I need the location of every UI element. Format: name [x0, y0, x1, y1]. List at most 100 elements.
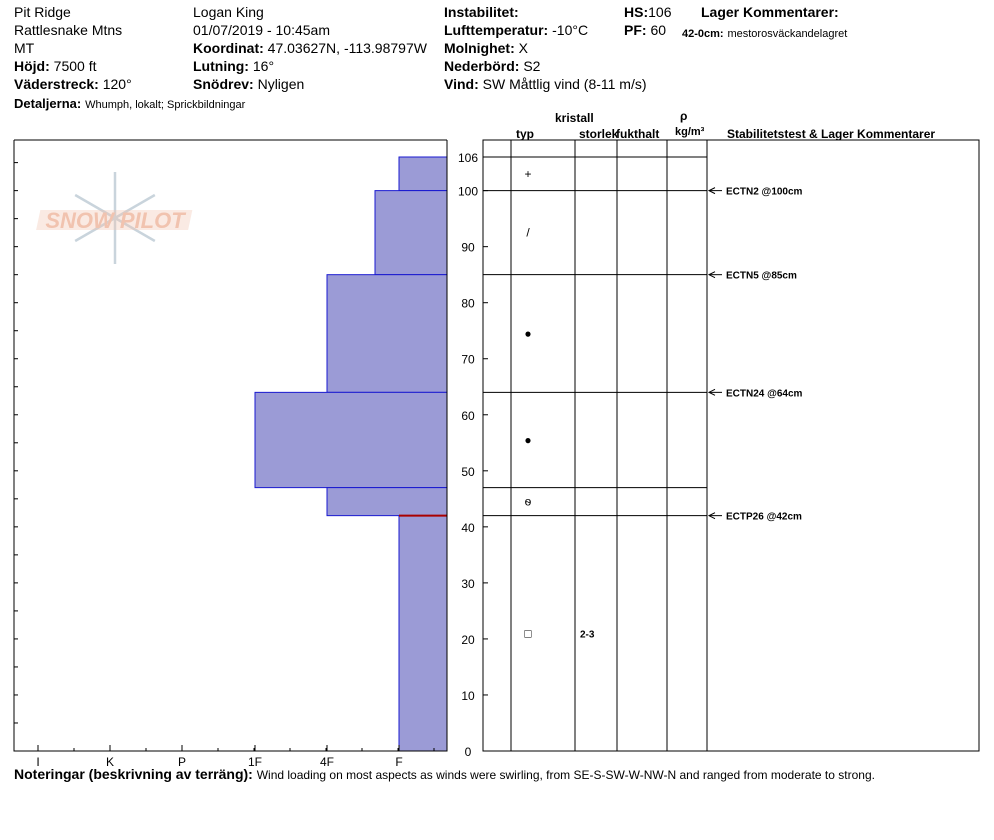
wind-label: Vind:: [444, 76, 479, 92]
airtemp-label: Lufttemperatur:: [444, 22, 549, 38]
mountain-range: Rattlesnake Mtns: [14, 22, 123, 38]
grain-type-symbol: □: [524, 626, 531, 640]
grain-type-symbol: ѳ: [525, 495, 532, 509]
stability-header: Stabilitetstest & Lager Kommentarer: [727, 127, 936, 141]
depth-tick-label: 20: [461, 633, 475, 647]
state: MT: [14, 40, 35, 56]
hardness-tick-label: P: [178, 755, 186, 769]
cloud-value: X: [518, 40, 528, 56]
crystal-header: kristall: [555, 111, 594, 125]
details-label: Detaljerna:: [14, 96, 82, 111]
depth-tick-label: 70: [461, 353, 475, 367]
size-header: storlek: [579, 127, 617, 141]
slope-label: Lutning:: [193, 58, 249, 74]
precip-label: Nederbörd:: [444, 58, 520, 74]
logo-text: SNOW PILOT: [45, 208, 186, 233]
elevation-value: 7500 ft: [53, 58, 97, 74]
depth-tick-label: 60: [461, 409, 475, 423]
notes-label: Noteringar (beskrivning av terräng):: [14, 766, 253, 782]
depth-tick-label: 80: [461, 297, 475, 311]
snow-height: HS:106: [624, 4, 671, 20]
penetration: PF: 60: [624, 22, 666, 38]
pf-value: 60: [650, 22, 667, 38]
depth-tick-label: 30: [461, 577, 475, 591]
rho-header: ρ: [680, 109, 688, 123]
snowdrift: Snödrev: Nyligen: [193, 76, 304, 92]
details: Detaljerna: Whumph, lokalt; Sprickbildni…: [14, 95, 245, 113]
layer-comment-text: mestorosväckandelagret: [727, 28, 848, 40]
hardness-bar: [398, 156, 448, 192]
hs-label: HS:: [624, 4, 649, 20]
coord-label: Koordinat:: [193, 40, 264, 56]
stability-test-arrowhead: [707, 388, 716, 396]
coord-value: 47.03627N, -113.98797W: [267, 40, 427, 56]
layer-comments-label: Lager Kommentarer:: [701, 4, 839, 20]
pf-label: PF:: [624, 22, 647, 38]
hardness-tick-label: F: [395, 755, 402, 769]
observer: Logan King: [193, 4, 264, 20]
aspect-value: 120°: [102, 76, 132, 92]
stability-test-label: ECTN24 @64cm: [726, 388, 803, 399]
hardness-bar: [398, 515, 448, 752]
hardness-tick-label: I: [36, 755, 39, 769]
slope: Lutning: 16°: [193, 58, 274, 74]
grain-type-symbol: ●: [524, 327, 531, 341]
stability-test-arrowhead: [707, 187, 716, 195]
layer-comment-depth: 42-0cm:: [682, 28, 724, 40]
details-value: Whumph, lokalt; Sprickbildningar: [85, 99, 246, 111]
depth-tick-label: 10: [461, 689, 475, 703]
depth-tick-label: 90: [461, 241, 475, 255]
flake-arm: [74, 216, 116, 243]
grain-size-label: 2-3: [580, 629, 595, 640]
hardness-bar: [254, 391, 448, 489]
table-frame: [482, 139, 980, 752]
hardness-bar: [374, 190, 448, 276]
type-header: typ: [516, 127, 534, 141]
coordinates: Koordinat: 47.03627N, -113.98797W: [193, 40, 427, 56]
snowdrift-label: Snödrev:: [193, 76, 254, 92]
notes-text: Wind loading on most aspects as winds we…: [256, 768, 875, 782]
location-name: Pit Ridge: [14, 4, 71, 20]
precipitation: Nederbörd: S2: [444, 58, 540, 74]
grain-type-symbol: /: [526, 226, 530, 240]
hs-value: 106: [648, 4, 672, 20]
hardness-bar: [326, 487, 448, 517]
hardness-bar: [326, 274, 448, 393]
precip-value: S2: [523, 58, 541, 74]
stability-test-label: ECTN2 @100cm: [726, 187, 803, 198]
cloud-label: Molnighet:: [444, 40, 515, 56]
flake-arm: [114, 193, 156, 220]
flake-arm: [114, 216, 156, 243]
hardness-tick-label: 4F: [320, 755, 334, 769]
cloud-cover: Molnighet: X: [444, 40, 528, 56]
wind: Vind: SW Måttlig vind (8-11 m/s): [444, 76, 647, 92]
depth-tick-label: 106: [458, 151, 478, 165]
aspect: Väderstreck: 120°: [14, 76, 132, 92]
depth-tick-label: 40: [461, 521, 475, 535]
moisture-header: fukthalt: [616, 127, 660, 141]
airtemp-value: -10°C: [552, 22, 589, 38]
datetime: 01/07/2019 - 10:45am: [193, 22, 330, 38]
grain-type-symbol: ●: [524, 433, 531, 447]
hardness-tick-label: K: [106, 755, 114, 769]
stability-test-label: ECTN5 @85cm: [726, 271, 797, 282]
layer-comment: 42-0cm: mestorosväckandelagret: [682, 24, 847, 42]
instability-label: Instabilitet:: [444, 4, 519, 20]
hardness-frame: [13, 140, 448, 752]
logo-banner: [36, 210, 193, 230]
aspect-label: Väderstreck:: [14, 76, 99, 92]
density-unit-header: kg/m³: [675, 126, 705, 138]
stability-test-arrowhead: [707, 512, 716, 520]
snowflake-icon: [74, 172, 156, 264]
depth-tick-label: 50: [461, 465, 475, 479]
wind-value: SW Måttlig vind (8-11 m/s): [482, 76, 647, 92]
depth-tick-label: 0: [465, 745, 472, 759]
grain-type-symbol: +: [524, 167, 531, 181]
elevation: Höjd: 7500 ft: [14, 58, 96, 74]
stability-test-arrowhead: [707, 271, 716, 279]
snowpilot-logo: SNOW PILOT: [36, 172, 193, 264]
hardness-tick-label: 1F: [248, 755, 262, 769]
elevation-label: Höjd:: [14, 58, 50, 74]
depth-tick-label: 100: [458, 185, 478, 199]
